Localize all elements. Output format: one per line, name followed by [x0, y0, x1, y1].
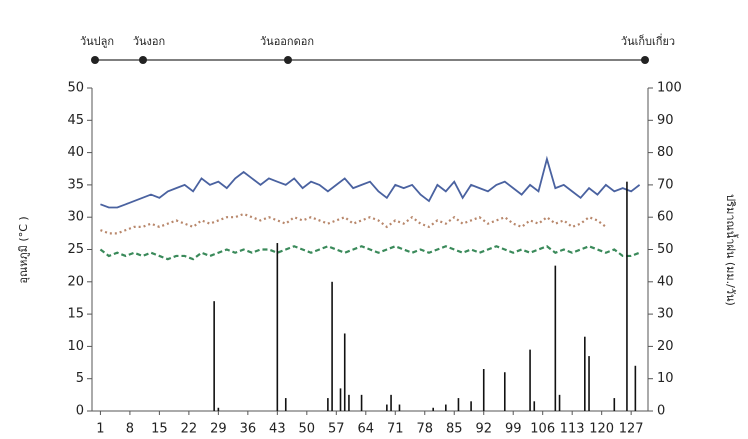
rain-bar	[503, 372, 506, 411]
x-tick-label: 8	[126, 422, 134, 437]
rain-bar	[482, 369, 485, 411]
timeline-point	[284, 56, 292, 64]
y-tick-label: 45	[67, 113, 84, 128]
rain-bar	[457, 398, 460, 411]
rain-bar	[284, 398, 287, 411]
x-tick-label: 57	[328, 422, 345, 437]
y-tick-label: 20	[67, 274, 84, 289]
x-tick-label: 99	[505, 422, 522, 437]
y2-tick-label: 60	[657, 210, 674, 225]
x-tick-label: 15	[151, 422, 168, 437]
x-tick-label: 106	[530, 422, 555, 437]
timeline-label: วันปลูก	[80, 35, 114, 48]
rain-bar	[343, 333, 346, 411]
rain-bar	[339, 388, 342, 411]
x-tick-label: 29	[210, 422, 227, 437]
x-tick-label: 1	[96, 422, 104, 437]
rain-bar	[348, 394, 350, 411]
rain-bar	[558, 394, 561, 411]
rain-bar	[470, 401, 472, 411]
y-axis-label: อุณหภูมิ (°C )	[17, 216, 30, 283]
y-tick-label: 5	[76, 371, 84, 386]
x-tick-label: 36	[240, 422, 257, 437]
temperature-line	[100, 155, 641, 209]
timeline-label: วันเก็บเกี่ยว	[621, 33, 675, 48]
timeline-label: วันงอก	[133, 35, 165, 48]
rain-bar	[613, 398, 616, 411]
y2-tick-label: 70	[657, 177, 674, 192]
x-tick-label: 127	[619, 422, 644, 437]
y-tick-label: 0	[76, 404, 84, 419]
x-tick-label: 78	[416, 422, 433, 437]
y2-tick-label: 40	[657, 274, 674, 289]
timeline-point	[641, 56, 649, 64]
rain-bar	[588, 356, 590, 411]
x-tick-label: 43	[269, 422, 286, 437]
rain-bar	[533, 401, 536, 411]
y2-tick-label: 80	[657, 145, 674, 160]
rain-bar	[217, 407, 220, 411]
y2-tick-label: 10	[657, 371, 674, 386]
rain-bar	[390, 394, 392, 411]
y-tick-label: 25	[67, 242, 84, 257]
rain-bar	[432, 407, 434, 411]
y2-tick-label: 90	[657, 113, 674, 128]
rain-bar	[213, 301, 215, 411]
y2-axis-label: ปริมาณน้ำฝน (มม./วัน)	[724, 194, 739, 306]
timeline-point	[91, 56, 99, 64]
rain-bar	[276, 243, 279, 411]
rain-bar	[360, 394, 363, 411]
x-tick-label: 71	[387, 422, 404, 437]
timeline-point	[139, 56, 147, 64]
x-tick-label: 113	[560, 422, 585, 437]
timeline-label: วันออกดอก	[260, 35, 314, 48]
rain-bar	[529, 349, 531, 411]
y-tick-label: 35	[67, 177, 84, 192]
rain-bar	[445, 404, 447, 411]
y-tick-label: 40	[67, 145, 84, 160]
temperature-line	[100, 212, 607, 235]
rain-bar	[626, 181, 628, 411]
rain-bar	[386, 404, 388, 411]
x-tick-label: 50	[299, 422, 316, 437]
x-tick-label: 120	[589, 422, 614, 437]
rain-bar	[398, 404, 401, 411]
rain-bar	[634, 365, 637, 411]
x-tick-label: 92	[475, 422, 492, 437]
y-tick-label: 50	[67, 81, 84, 96]
y2-tick-label: 20	[657, 339, 674, 354]
y2-tick-label: 50	[657, 242, 674, 257]
x-tick-label: 22	[181, 422, 198, 437]
rain-bar	[584, 336, 586, 411]
y-tick-label: 10	[67, 339, 84, 354]
temperature-line	[99, 245, 640, 261]
rain-bar	[327, 398, 329, 411]
x-tick-label: 64	[358, 422, 375, 437]
y2-tick-label: 100	[657, 81, 682, 96]
x-tick-label: 85	[446, 422, 463, 437]
y2-tick-label: 30	[657, 307, 674, 322]
y-tick-label: 30	[67, 210, 84, 225]
rain-bar	[331, 281, 333, 411]
y-tick-label: 15	[67, 307, 84, 322]
rain-bar	[554, 265, 557, 411]
y2-tick-label: 0	[657, 404, 665, 419]
